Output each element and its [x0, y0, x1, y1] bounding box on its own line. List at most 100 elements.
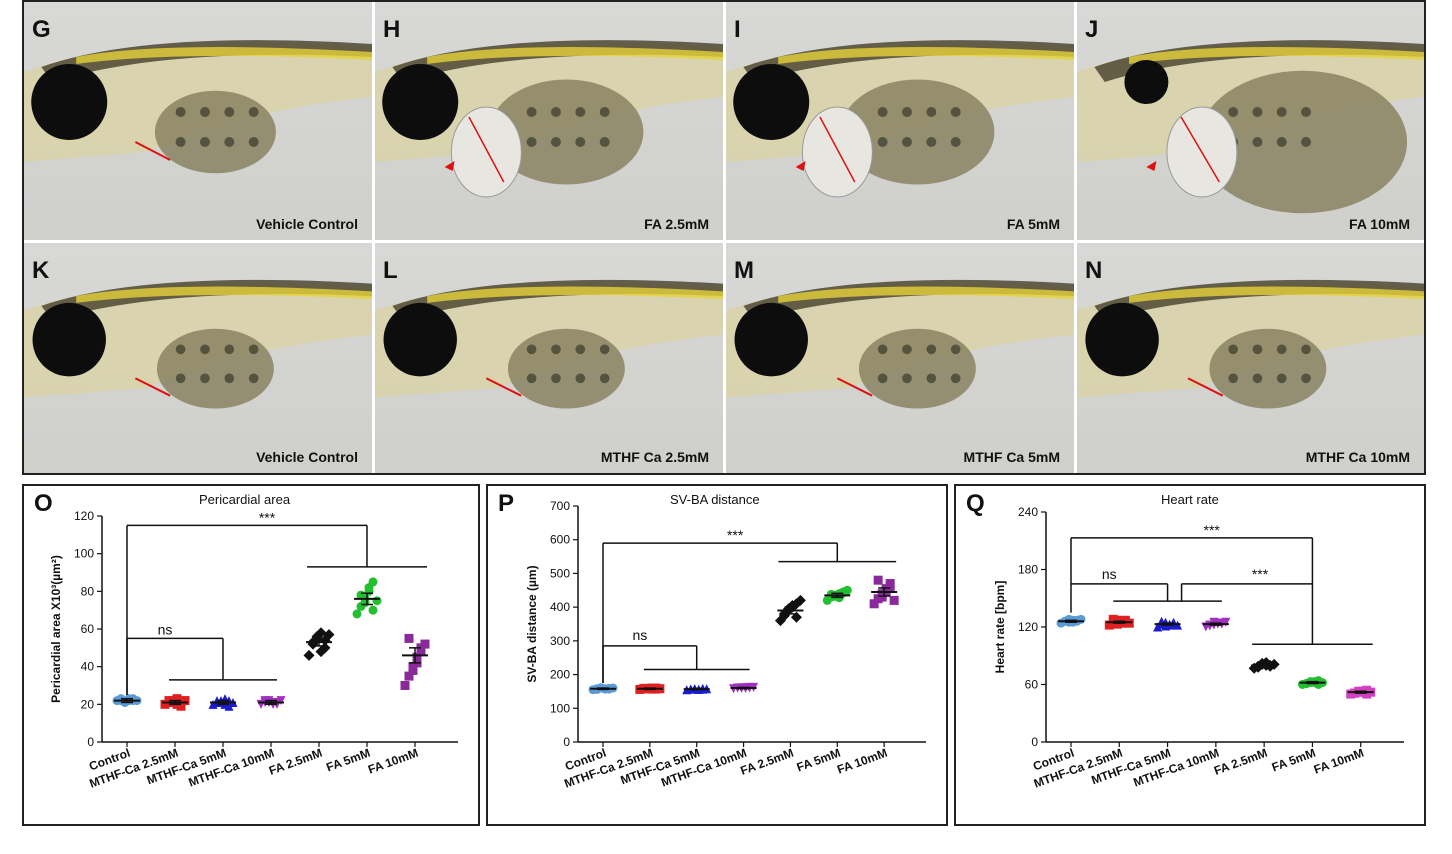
chart-letter: P [498, 490, 515, 517]
melanophore [200, 373, 210, 384]
melanophore [599, 107, 610, 117]
y-tick-label: 200 [550, 668, 570, 682]
melanophore [550, 137, 561, 147]
y-axis-label: Heart rate [bpm] [993, 581, 1007, 674]
photo-label: Vehicle Control [256, 216, 358, 232]
photo-label: FA 10mM [1349, 216, 1410, 232]
data-point [873, 575, 883, 585]
larva-illustration [1077, 279, 1424, 409]
melanophore [599, 344, 610, 355]
y-tick-label: 600 [550, 533, 570, 547]
yolk-sac [858, 328, 976, 409]
data-point [372, 596, 382, 606]
arrowhead-marker [795, 161, 806, 171]
chart-letter: O [34, 490, 53, 517]
photo-panel-m: M MTHF Ca 5mM [726, 243, 1074, 473]
melanophore [199, 107, 210, 117]
melanophore [877, 137, 888, 147]
distance-arrow [836, 377, 873, 397]
photo-label: MTHF Ca 10mM [1305, 449, 1410, 465]
distance-arrow [134, 377, 171, 397]
panel-letter: G [32, 16, 51, 43]
photo-panel-k: K Vehicle Control [24, 243, 372, 473]
melanophore [1301, 137, 1312, 147]
melanophore [926, 373, 937, 384]
distance-arrow [1187, 377, 1224, 397]
photo-panel-j: J FA 10mM [1077, 2, 1424, 240]
panel-letter: I [734, 16, 741, 43]
x-tick-label: FA 5mM [795, 746, 843, 775]
chart-title: Pericardial area [199, 492, 291, 507]
melanophore [1228, 373, 1238, 384]
y-tick-label: 100 [550, 701, 570, 715]
melanophore [1252, 373, 1263, 384]
chart-letter: Q [966, 490, 985, 517]
larva-illustration [375, 279, 723, 409]
y-tick-label: 300 [550, 634, 570, 648]
data-point [315, 646, 327, 658]
x-tick-label: FA 10mM [1312, 746, 1366, 777]
yolk-sac [156, 328, 274, 409]
data-point [352, 609, 362, 619]
yellow-band [427, 47, 723, 64]
pericardial-edema [801, 106, 873, 198]
yolk-sac [154, 90, 276, 174]
melanophore [575, 107, 586, 117]
photo-label: MTHF Ca 2.5mM [600, 449, 709, 465]
melanophore [1276, 137, 1287, 147]
eye [383, 302, 457, 377]
y-tick-label: 0 [87, 735, 94, 749]
melanophore [926, 344, 937, 355]
melanophore [950, 344, 961, 355]
melanophore [599, 373, 610, 384]
significance-label: *** [1204, 522, 1221, 538]
data-point [400, 681, 410, 690]
pericardial-edema [450, 106, 522, 198]
x-tick-label: FA 2.5mM [1212, 746, 1269, 778]
melanophore [551, 344, 561, 355]
melanophore [1276, 344, 1287, 355]
larva-illustration [375, 40, 723, 198]
data-point [877, 592, 887, 602]
melanophore [926, 137, 937, 147]
melanophore [224, 137, 235, 147]
distance-arrow [819, 116, 856, 183]
distance-arrow [468, 116, 505, 183]
data-point [1108, 614, 1118, 624]
photo-panel-g: G Vehicle Control [24, 2, 372, 240]
melanophore [526, 344, 537, 355]
eye [733, 64, 810, 140]
data-point [885, 582, 895, 592]
data-point [364, 583, 374, 593]
y-tick-label: 40 [81, 660, 95, 674]
melanophore [877, 373, 888, 384]
melanophore [526, 373, 537, 384]
panel-letter: K [32, 257, 50, 284]
distance-arrow [485, 377, 522, 397]
melanophore [551, 373, 561, 384]
larva-illustration [726, 279, 1074, 409]
melanophore [526, 137, 537, 147]
panel-letter: M [734, 257, 754, 284]
yellow-band [1129, 286, 1424, 303]
y-tick-label: 60 [81, 622, 95, 636]
data-point [889, 595, 899, 605]
data-point [774, 615, 786, 627]
photo-grid: G Vehicle Control H FA 2.5mM I FA 5mM J … [22, 0, 1426, 475]
yellow-band [427, 286, 723, 303]
data-point [368, 605, 378, 615]
significance-label: *** [1252, 566, 1269, 582]
melanophore [1252, 137, 1263, 147]
melanophore [1252, 344, 1263, 355]
melanophore [526, 107, 537, 117]
data-point [794, 594, 806, 606]
melanophore [575, 373, 586, 384]
melanophore [175, 137, 186, 147]
y-tick-label: 120 [74, 509, 94, 523]
melanophore [902, 344, 912, 355]
data-point [303, 649, 315, 661]
melanophore [877, 344, 888, 355]
yolk-sac [1209, 328, 1327, 409]
eye [1124, 60, 1169, 104]
data-point [276, 696, 286, 706]
